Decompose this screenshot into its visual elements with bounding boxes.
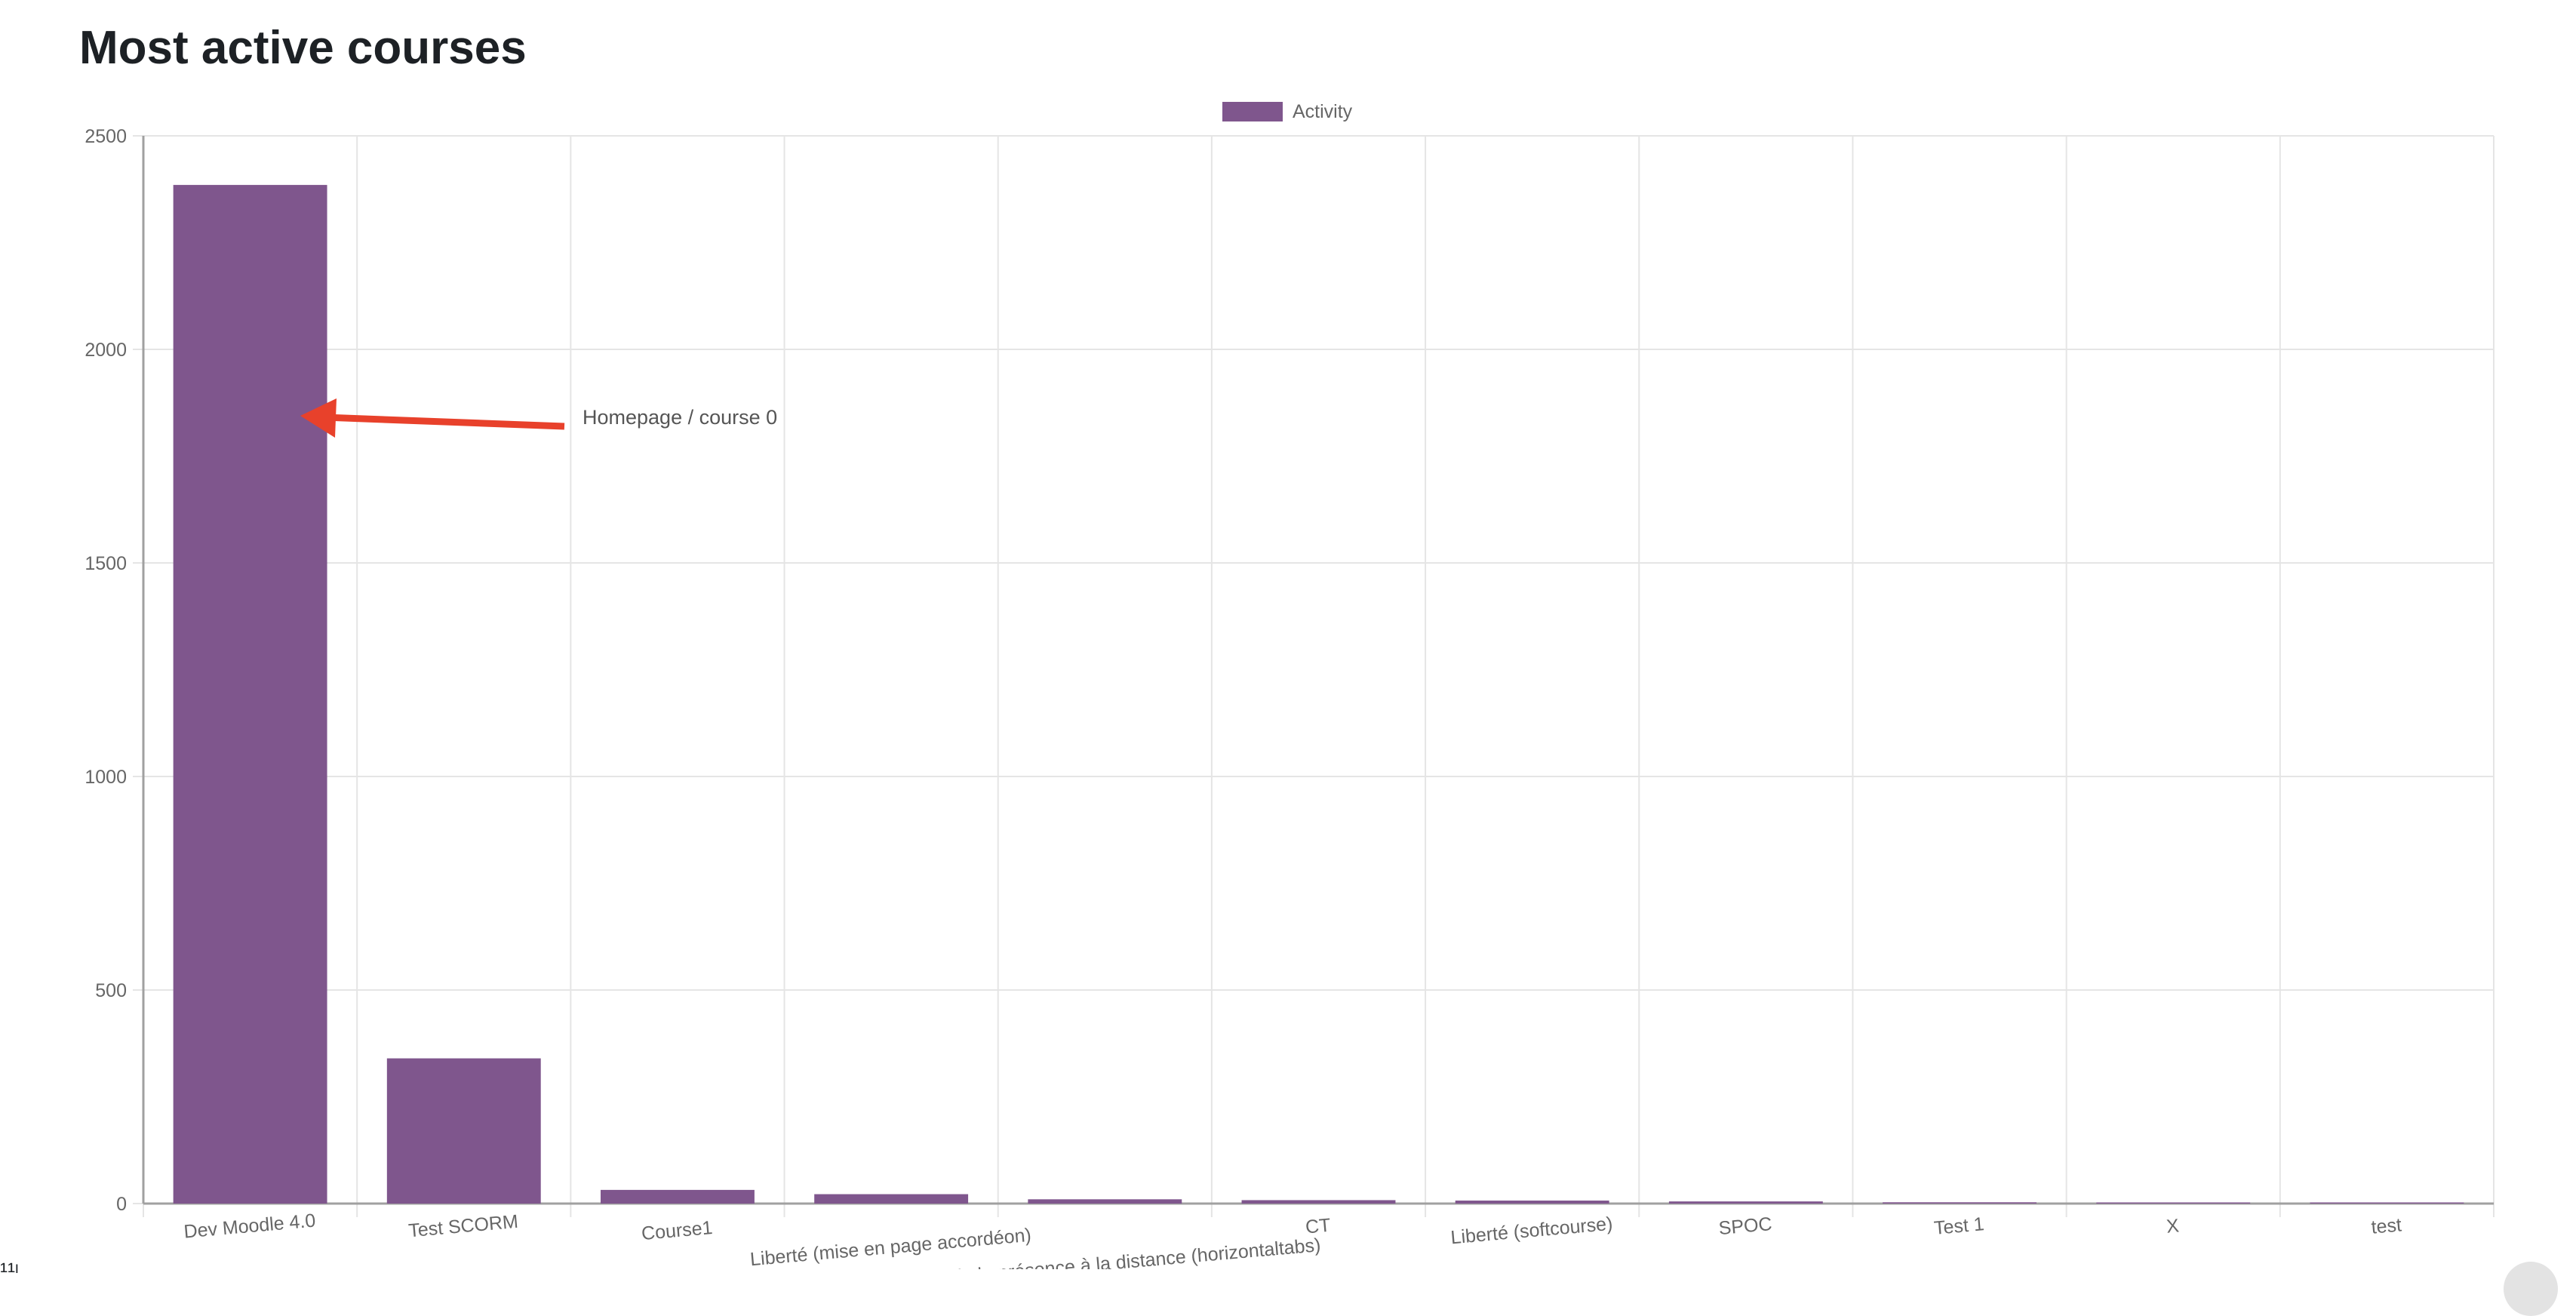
bar [601,1189,755,1204]
x-category-label: test [2370,1214,2402,1238]
y-tick-label: 1500 [85,553,127,574]
bar [1883,1202,2037,1204]
bar [386,1058,541,1204]
legend-label: Activity [1293,101,1353,122]
bar [2096,1202,2251,1204]
annotation-arrow-head [300,398,337,438]
clipped-text-fragment: ¹¹ᶦ [0,1259,19,1284]
bar [1241,1200,1396,1204]
x-category-label: Dev Moodle 4.0 [183,1210,316,1242]
y-tick-label: 500 [95,980,127,1001]
y-tick-label: 2000 [85,340,127,361]
x-category-label: SPOC [1718,1213,1773,1239]
bar [173,185,327,1204]
bar-chart: 0 500 1000 1500 2000 2500 Dev Moodle 4.0 Test S… [85,101,2495,1269]
x-category-label: Test SCORM [407,1211,519,1242]
scroll-to-top-button[interactable] [2504,1262,2558,1316]
y-tick-label: 1000 [85,767,127,788]
legend-swatch [1222,102,1283,121]
x-category-label: Liberté (softcourse) [1449,1213,1613,1249]
x-category-label: Test 1 [1933,1213,1985,1239]
x-category-label: CT [1305,1215,1332,1238]
page-title: Most active courses [79,22,527,74]
x-category-label: X [2166,1215,2180,1237]
annotation-label: Homepage / course 0 [583,406,777,429]
y-tick-label: 0 [116,1194,127,1215]
bar [1028,1199,1182,1204]
bar [1455,1201,1609,1204]
y-tick-label: 2500 [85,126,127,147]
x-category-label: Liberté (mise en page accordéon) [749,1225,1032,1269]
x-category-label: Course1 [641,1217,714,1244]
bar [2310,1202,2464,1204]
annotation-arrow-shaft [324,414,565,430]
bar [814,1194,969,1204]
bar [1668,1201,1823,1204]
